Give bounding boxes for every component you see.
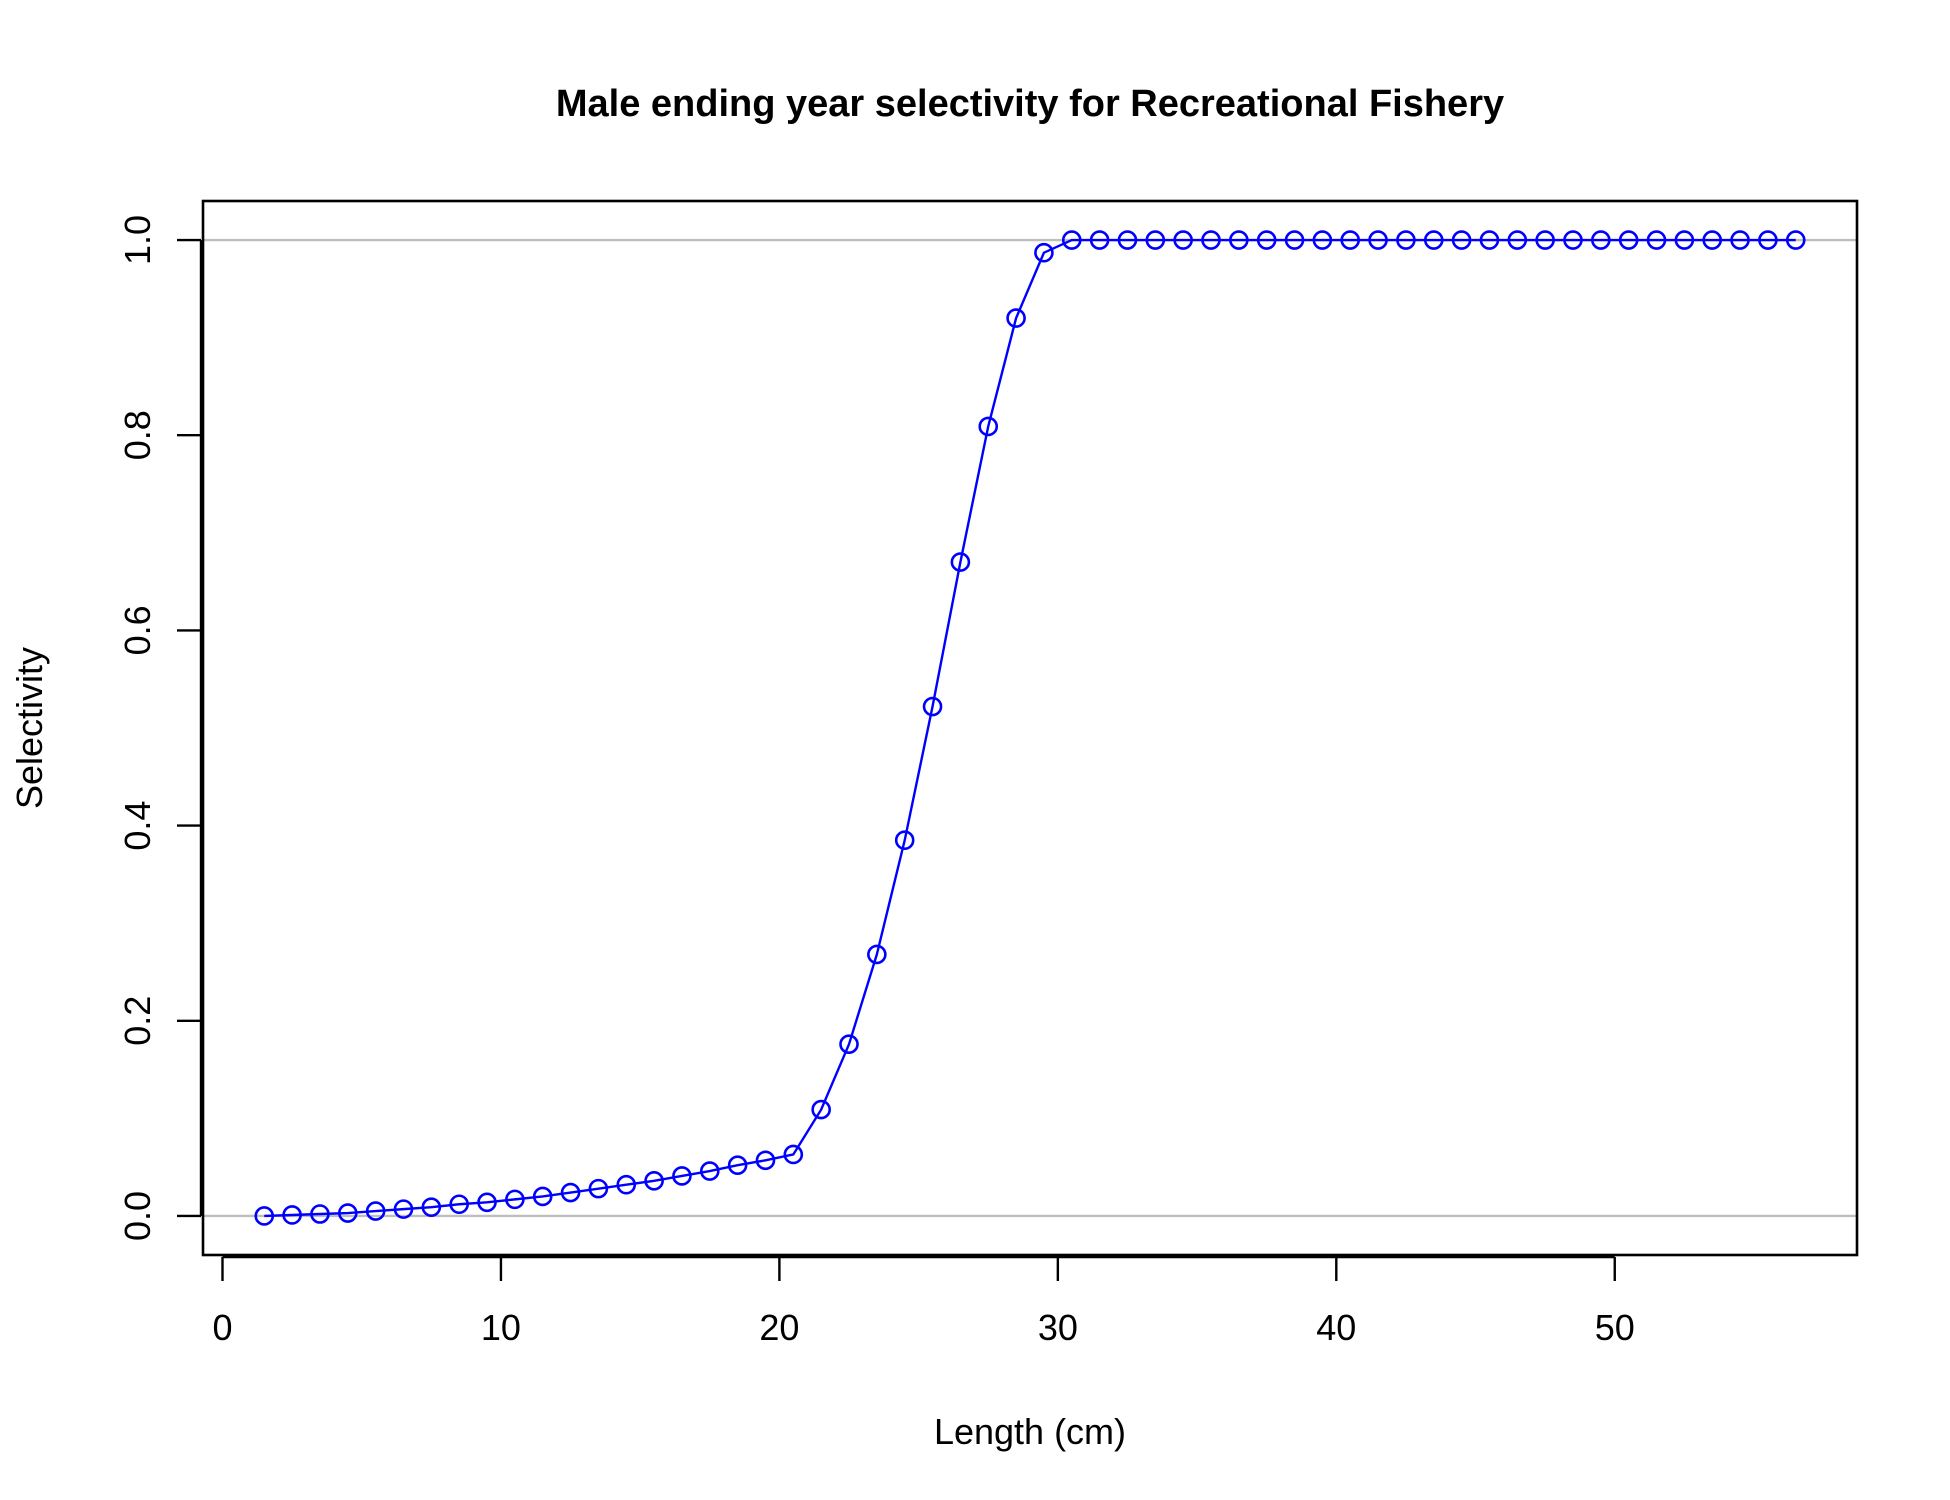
data-point xyxy=(1089,230,1110,250)
data-point xyxy=(1145,230,1166,250)
data-point xyxy=(532,1186,553,1207)
y-axis-label: Selectivity xyxy=(9,647,50,809)
data-point xyxy=(783,1144,804,1165)
data-point xyxy=(365,1201,386,1221)
y-tick-label: 0.6 xyxy=(117,605,158,655)
data-point xyxy=(421,1197,442,1217)
data-point xyxy=(616,1174,637,1195)
data-point xyxy=(449,1194,469,1215)
data-point xyxy=(699,1161,720,1181)
data-point xyxy=(950,552,971,572)
data-point xyxy=(1479,230,1500,250)
data-point xyxy=(811,1099,831,1120)
data-point xyxy=(922,696,943,717)
data-point xyxy=(1535,230,1555,250)
data-point xyxy=(1646,230,1667,250)
y-tick-label: 0.4 xyxy=(117,801,158,851)
data-point xyxy=(505,1189,525,1210)
y-tick-label: 0.2 xyxy=(117,996,158,1046)
data-point xyxy=(1674,230,1695,250)
y-axis: 0.0 0.2 0.4 0.6 0.8 1.0 xyxy=(117,215,203,1241)
data-point xyxy=(1563,230,1583,250)
data-point xyxy=(672,1166,692,1186)
data-point xyxy=(1256,230,1277,250)
data-point xyxy=(755,1150,776,1171)
data-point xyxy=(1618,230,1639,250)
reference-lines xyxy=(203,238,1857,1218)
x-tick-label: 40 xyxy=(1316,1307,1356,1348)
data-point xyxy=(1117,230,1138,250)
data-point xyxy=(1451,230,1472,250)
data-point xyxy=(588,1178,609,1199)
data-point xyxy=(1284,230,1305,250)
data-point xyxy=(310,1204,330,1224)
data-point xyxy=(978,416,999,437)
chart-title: Male ending year selectivity for Recreat… xyxy=(556,83,1504,125)
x-tick-label: 20 xyxy=(759,1307,799,1348)
data-point xyxy=(1591,230,1611,250)
x-tick-label: 30 xyxy=(1038,1307,1078,1348)
data-point xyxy=(1507,230,1528,250)
y-tick-label: 0.8 xyxy=(117,410,158,460)
data-point xyxy=(1061,230,1082,250)
data-point xyxy=(894,830,915,851)
data-point xyxy=(282,1205,302,1225)
data-point xyxy=(1006,308,1026,328)
data-point xyxy=(1423,230,1444,250)
data-point xyxy=(1229,230,1249,250)
selectivity-line xyxy=(264,238,1796,1218)
data-point xyxy=(1034,242,1054,263)
x-axis-label: Length (cm) xyxy=(934,1411,1126,1452)
selectivity-series xyxy=(254,230,1806,1226)
data-point xyxy=(337,1203,358,1223)
x-tick-label: 10 xyxy=(481,1307,521,1348)
data-point xyxy=(1340,230,1361,250)
data-point xyxy=(644,1171,664,1191)
data-point xyxy=(560,1182,581,1203)
x-tick-label: 0 xyxy=(212,1307,232,1348)
data-point xyxy=(1368,230,1388,250)
data-point xyxy=(1785,230,1806,250)
data-point xyxy=(254,1206,275,1226)
data-point xyxy=(1173,230,1193,250)
plot-area-frame xyxy=(201,199,1859,1257)
data-point xyxy=(1312,230,1333,250)
data-point xyxy=(1730,230,1750,250)
y-tick-label: 1.0 xyxy=(117,215,158,265)
data-point xyxy=(1396,230,1416,250)
data-point xyxy=(1201,230,1221,250)
x-axis: 0 10 20 30 40 50 xyxy=(212,1255,1635,1348)
data-point xyxy=(867,944,887,965)
data-point xyxy=(727,1155,748,1176)
data-point xyxy=(839,1034,859,1054)
data-point xyxy=(477,1192,497,1213)
x-tick-label: 50 xyxy=(1595,1307,1635,1348)
y-tick-label: 0.0 xyxy=(117,1191,158,1241)
data-point xyxy=(1702,230,1723,250)
data-point xyxy=(1758,230,1778,250)
data-point xyxy=(393,1199,414,1219)
